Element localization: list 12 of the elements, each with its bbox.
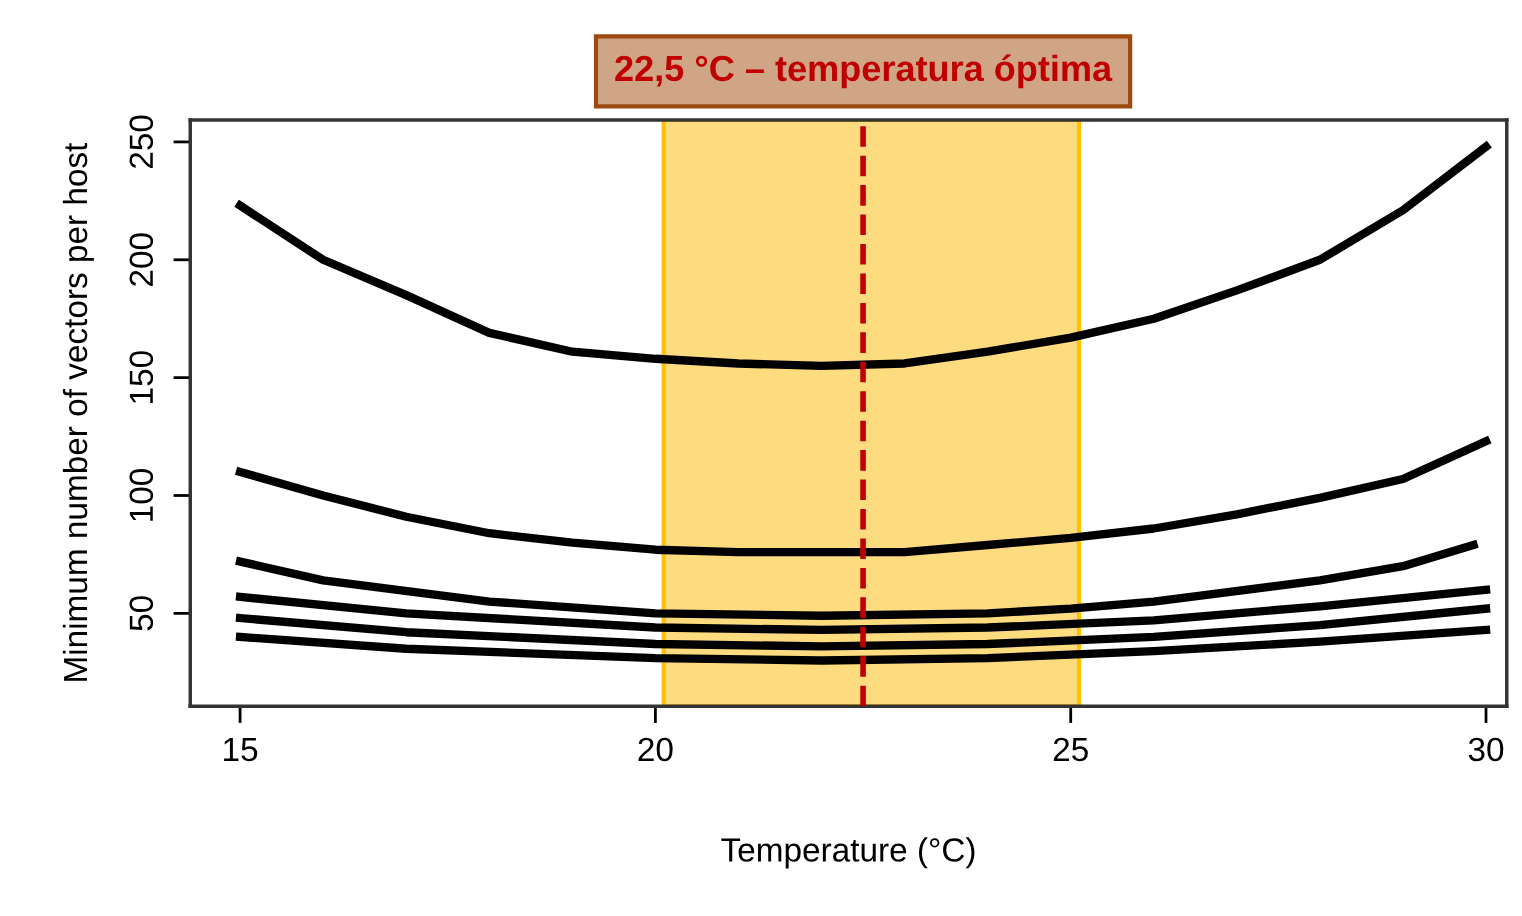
x-tick-label: 25 bbox=[1053, 737, 1088, 762]
y-tick-label: 50 bbox=[129, 596, 154, 631]
y-tick-label: 250 bbox=[129, 115, 154, 169]
y-axis-title: Minimum number of vectors per host bbox=[62, 142, 94, 681]
y-tick-label: 100 bbox=[129, 468, 154, 521]
y-tick-label: 200 bbox=[129, 233, 154, 286]
y-tick-label: 150 bbox=[129, 351, 154, 403]
ref-line-label: 22,5 °C – temperatura óptima bbox=[615, 54, 1113, 89]
x-tick-label: 20 bbox=[638, 737, 673, 762]
x-tick-label: 30 bbox=[1468, 737, 1504, 762]
x-axis-title: Temperature (°C) bbox=[721, 837, 975, 869]
x-tick-label: 15 bbox=[224, 738, 258, 762]
